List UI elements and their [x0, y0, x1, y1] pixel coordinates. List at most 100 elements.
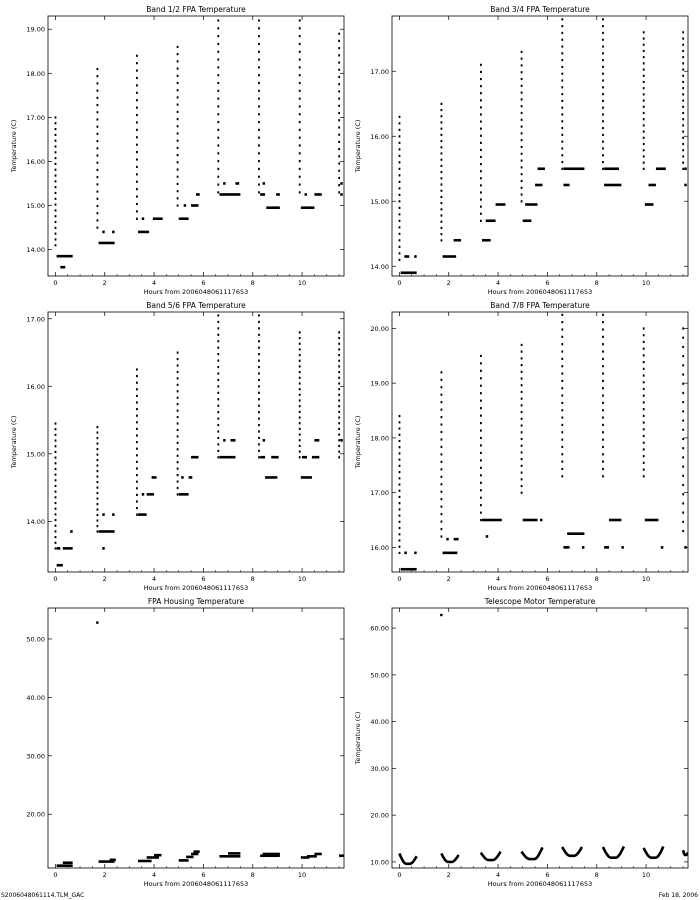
chart-3-x-tick-label: 4: [152, 575, 156, 583]
chart-4-data-point: [398, 520, 401, 523]
chart-4-data-point: [642, 394, 645, 397]
chart-1-data-segment: [266, 206, 280, 209]
chart-5-x-tick-label: 8: [251, 871, 255, 879]
chart-1-data-point: [176, 182, 179, 186]
chart-2-data-point: [398, 252, 401, 255]
chart-6-x-axis-label: Hours from 2006048061117653: [488, 880, 592, 888]
chart-2-data-point: [642, 124, 645, 127]
chart-3-data-point: [217, 398, 220, 401]
chart-2-data-point: [440, 164, 443, 167]
chart-3-data-point: [54, 450, 57, 454]
chart-2-data-point: [602, 93, 604, 96]
chart-4-data-point: [480, 489, 482, 492]
chart-4-data-point: [480, 519, 482, 522]
chart-4-data-point: [602, 328, 604, 331]
chart-2-data-point: [602, 120, 604, 123]
chart-2-data-point: [602, 154, 604, 157]
chart-2-data-segment: [604, 183, 622, 187]
chart-3-data-point: [298, 393, 301, 396]
chart-4-data-segment: [563, 546, 570, 549]
chart-2-data-segment: [453, 238, 462, 242]
chart-1-data-segment: [340, 182, 343, 185]
chart-4-data-point: [642, 441, 645, 444]
chart-4-data-point: [440, 520, 443, 523]
chart-2-data-point: [440, 177, 443, 180]
chart-5-data-segment: [339, 854, 344, 858]
chart-3-data-point: [54, 524, 57, 527]
chart-3-y-tick-label: 15.00: [26, 450, 45, 458]
chart-2-data-point: [561, 93, 564, 96]
chart-2-data-point: [561, 126, 564, 130]
chart-4-data-point: [682, 474, 685, 477]
chart-1-data-point: [258, 160, 260, 163]
chart-4-data-point: [642, 340, 645, 344]
chart-2-data-point: [398, 193, 401, 196]
chart-2-data-point: [398, 219, 401, 222]
chart-2-data-point: [642, 43, 645, 46]
chart-2-data-segment: [485, 219, 496, 223]
chart-4-data-point: [398, 551, 401, 555]
chart-1-data-point: [258, 19, 260, 22]
chart-4-data-point: [682, 373, 685, 376]
chart-3-y-tick-label: 16.00: [26, 383, 45, 391]
chart-4-data-point: [520, 437, 523, 441]
chart-4-data-point: [480, 354, 482, 357]
chart-2-data-point: [398, 213, 401, 216]
chart-2-data-point: [398, 141, 401, 144]
chart-3-data-point: [96, 453, 99, 456]
chart-1-data-point: [176, 96, 179, 99]
chart-5-fpa-housing-temperature: FPA Housing Temperature 0 2 4 6 8 10 20.00 30.00…: [26, 597, 345, 888]
chart-3-band-5-6-fpa-temperature: Band 5/6 FPA Temperature 0 2 4 6 8 10 14.00 15.0…: [10, 301, 345, 592]
chart-3-data-point: [217, 314, 220, 317]
chart-2-data-point: [642, 74, 645, 77]
chart-4-data: [398, 313, 687, 571]
chart-2-data-point: [398, 226, 401, 229]
chart-6-y-tick-label: 10.00: [370, 858, 389, 866]
chart-3-data-point: [338, 444, 341, 448]
chart-1-x-tick-label: 2: [103, 279, 107, 287]
chart-3-data-point: [96, 519, 99, 522]
chart-5-data-segment: [193, 850, 200, 853]
chart-2-data-point: [520, 173, 523, 176]
chart-1-data-point: [136, 173, 138, 176]
chart-2-y-tick-label: 15.00: [370, 198, 389, 206]
chart-2-data-segment: [400, 271, 417, 275]
chart-3-data-segment: [300, 476, 312, 479]
chart-4-data-point: [480, 421, 482, 425]
chart-3-data-point: [217, 320, 220, 324]
chart-6-data-curve: [681, 849, 688, 857]
chart-3-data-point: [136, 480, 138, 483]
chart-4-data-point: [561, 453, 564, 456]
chart-3-data-point: [217, 353, 220, 356]
chart-1-data-point: [136, 158, 138, 161]
chart-3-data-point: [258, 314, 260, 317]
chart-5-data-segment: [98, 860, 115, 863]
chart-2-data-point: [642, 31, 645, 34]
chart-5-data-segment: [262, 852, 280, 856]
chart-3-data-segment: [188, 476, 193, 479]
chart-2-data-point: [440, 189, 443, 192]
chart-2-data-point: [520, 71, 523, 74]
chart-4-data-point: [642, 448, 645, 451]
chart-4-data-point: [561, 328, 564, 331]
chart-1-data-point: [54, 238, 57, 241]
chart-1-data-point: [298, 58, 301, 61]
chart-1-data-point: [96, 197, 99, 200]
chart-6-plot-frame: [391, 607, 689, 869]
chart-3-title: Band 5/6 FPA Temperature: [146, 301, 246, 310]
chart-4-data-point: [520, 384, 523, 387]
chart-2-data-point: [520, 105, 523, 108]
chart-2-title: Band 3/4 FPA Temperature: [490, 5, 590, 14]
chart-2-data-point: [642, 68, 645, 71]
chart-3-data-point: [258, 385, 260, 388]
chart-2-data-point: [642, 93, 645, 96]
chart-2-data-point: [682, 149, 685, 152]
chart-3-data-point: [298, 342, 301, 345]
chart-1-data-segment: [196, 193, 200, 196]
chart-4-data-point: [398, 514, 401, 517]
chart-3-data-point: [217, 404, 220, 407]
chart-2-data-point: [602, 106, 604, 109]
chart-3-data-point: [176, 390, 179, 393]
chart-1-data: [54, 19, 343, 269]
chart-2-data-point: [480, 170, 482, 173]
